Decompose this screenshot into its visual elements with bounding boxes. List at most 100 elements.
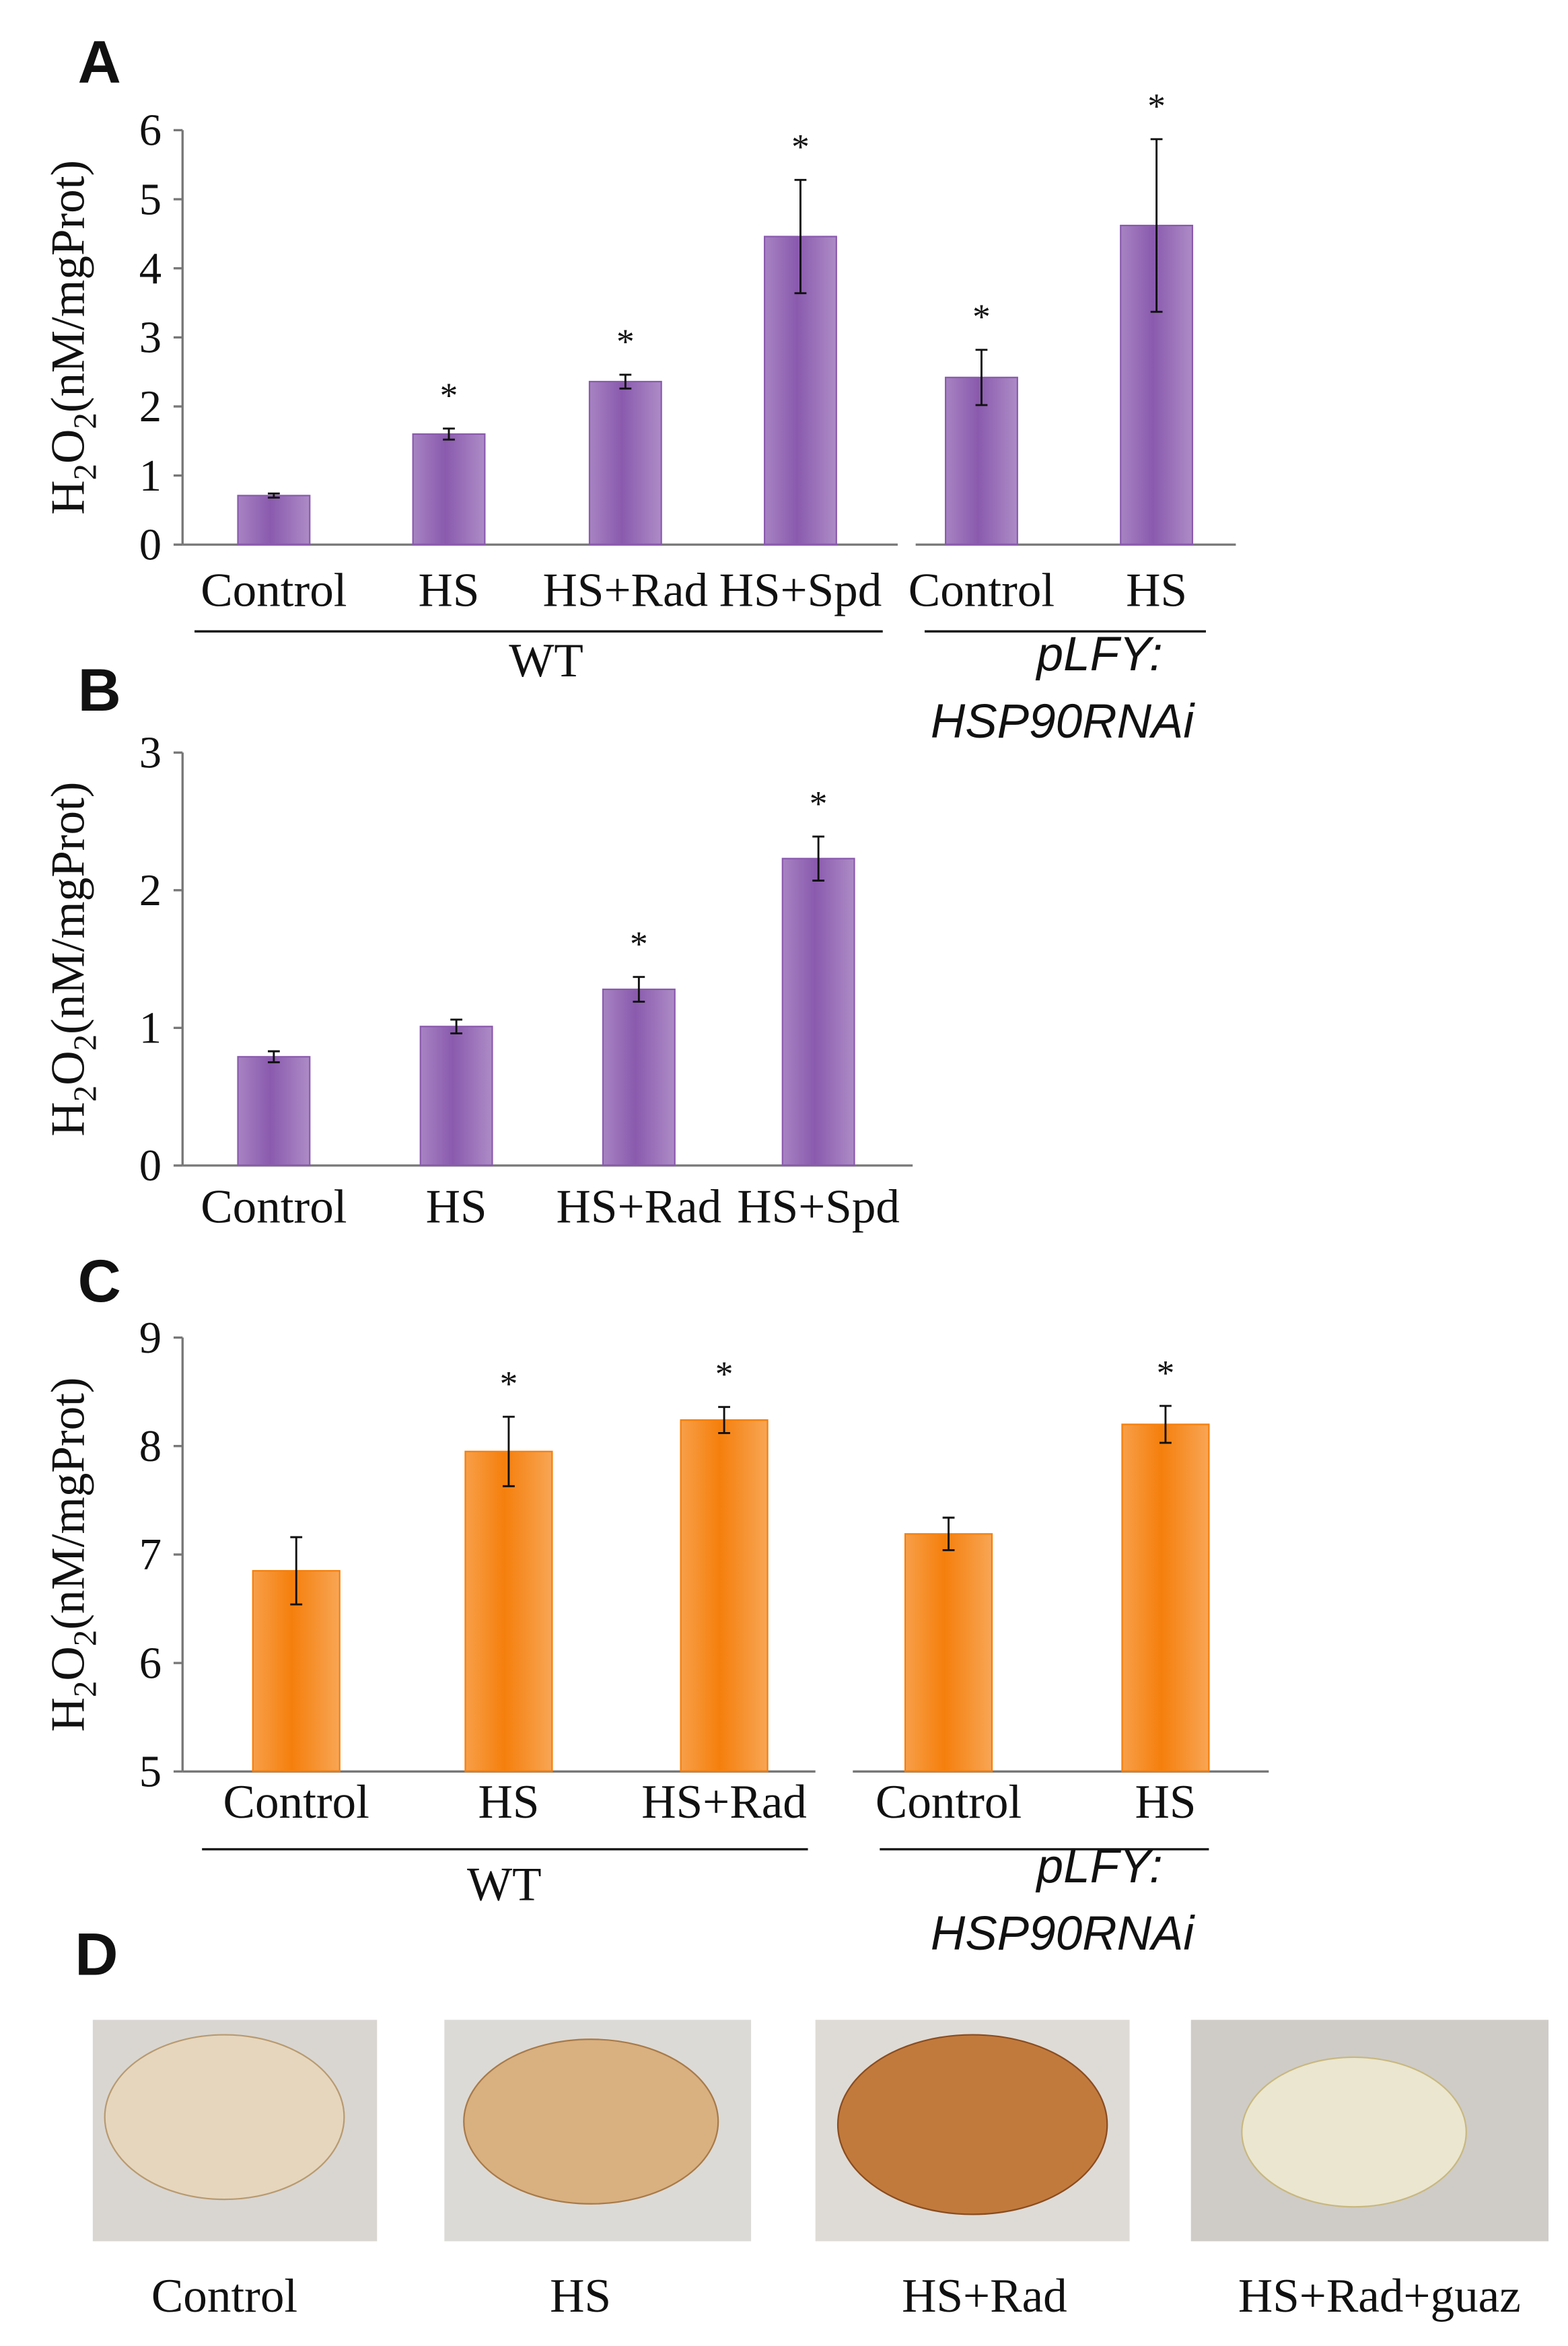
y-label-part: 2 [66,1086,103,1102]
y-label-part: O [42,429,95,464]
bar [602,988,676,1166]
group-label: pLFY: [1036,628,1163,681]
y-tick-label: 1 [139,1004,162,1053]
error-bar [812,835,825,882]
y-tick-label: 0 [139,520,162,569]
significance-mark: * [972,297,991,337]
y-tick-label: 0 [139,1141,162,1190]
bar [781,857,855,1166]
panel-label: D [75,1921,118,1988]
y-label-part: 2 [66,464,103,480]
x-tick-label: HS+Rad [543,564,709,616]
error-bar [1160,1405,1172,1444]
y-tick-label: 6 [139,106,162,155]
bar [464,1450,553,1773]
x-tick-label: HS [478,1776,539,1828]
y-label-part: 2 [66,1034,103,1051]
y-tick-label: 5 [139,175,162,224]
caption: HS+Rad+guaz [1238,2270,1521,2322]
y-axis-label: H2O2(nM/mgProt) [42,1377,104,1732]
error-bar [718,1406,730,1434]
y-tick-label: 6 [139,1639,162,1688]
y-tick-label: 5 [139,1748,162,1797]
error-bar [503,1415,515,1487]
y-label-part: H [42,1697,95,1732]
y-tick-label: 2 [139,866,162,915]
x-tick-label: HS [1126,564,1187,616]
error-bar [794,178,807,295]
y-label-part: (nM/mgProt) [42,160,95,413]
significance-mark: * [810,783,828,824]
error-bar [267,492,280,499]
y-label-part: H [42,1102,95,1136]
error-bar [267,1050,280,1063]
error-bar [633,976,645,1003]
significance-mark: * [500,1363,518,1404]
bar [419,1026,493,1166]
y-tick-label: 3 [139,729,162,778]
y-label-part: H [42,480,95,514]
y-tick-label: 4 [139,244,162,293]
panel-label: A [78,28,121,95]
x-tick-label: Control [201,1180,347,1233]
chart: C56789H2O2(nM/mgProt)Control*HS*HS+RadWT… [42,1248,1269,1960]
x-tick-label: Control [908,564,1055,616]
error-bar [942,1516,955,1551]
bar [904,1533,993,1773]
y-axis-label: H2O2(nM/mgProt) [42,160,104,515]
x-tick-label: HS+Rad [557,1180,722,1233]
group-label: pLFY: [1036,1840,1163,1893]
x-tick-label: HS+Spd [719,564,882,616]
significance-mark: * [440,376,458,416]
bar [412,433,486,546]
y-tick-label: 7 [139,1530,162,1579]
panel-label: C [78,1248,121,1314]
x-tick-label: Control [223,1776,369,1828]
leaf [1241,2056,1467,2208]
x-tick-label: HS [419,564,480,616]
y-label-part: (nM/mgProt) [42,782,95,1034]
bar [237,495,311,546]
x-tick-label: Control [201,564,347,616]
caption: HS+Rad [902,2270,1067,2322]
group-label: WT [467,1858,542,1911]
significance-mark: * [791,127,810,167]
leaf [104,2034,345,2201]
error-bar [1150,138,1163,313]
significance-mark: * [715,1354,734,1394]
error-bar [290,1536,303,1606]
error-bar [975,349,988,406]
group-label: HSP90RNAi [931,1907,1196,1960]
leaf [836,2034,1108,2215]
panel-label: B [78,657,121,723]
bar [680,1419,769,1773]
bar [237,1056,311,1166]
bar [588,380,662,546]
chart: A0123456H2O2(nM/mgProt)Control*HS*HS+Rad… [42,28,1236,748]
error-bar [443,427,455,441]
significance-mark: * [630,924,648,964]
y-label-part: O [42,1646,95,1680]
significance-mark: * [1147,86,1166,127]
y-tick-label: 2 [139,382,162,431]
y-label-part: 2 [66,1681,103,1697]
error-bar [619,374,632,390]
leaf [463,2038,719,2205]
significance-mark: * [1157,1353,1175,1393]
group-label: WT [509,635,583,687]
y-label-part: (nM/mgProt) [42,1377,95,1629]
y-label-part: O [42,1051,95,1085]
y-label-part: 2 [66,413,103,429]
significance-mark: * [616,322,635,362]
y-tick-label: 1 [139,452,162,501]
y-tick-label: 8 [139,1422,162,1471]
y-tick-label: 9 [139,1314,162,1363]
caption: Control [151,2270,297,2322]
group-label: HSP90RNAi [931,695,1196,748]
bar [1121,1423,1210,1773]
panel-d: D Control HS HS+Rad HS+Rad+guaz [75,1921,1549,2322]
y-tick-label: 3 [139,314,162,363]
error-bar [450,1018,463,1034]
